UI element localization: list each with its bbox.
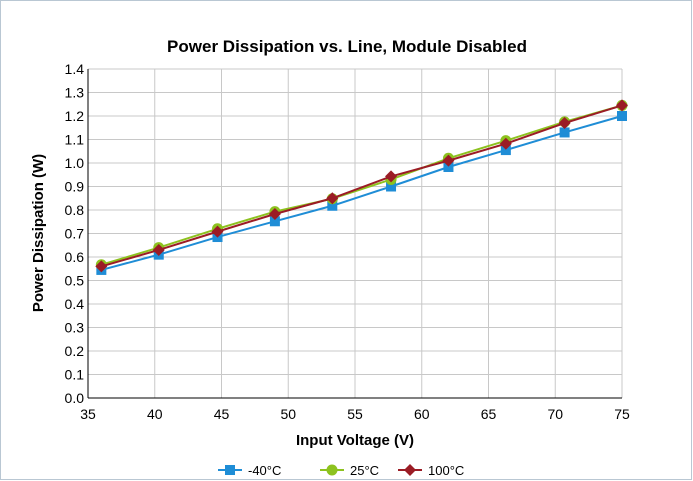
y-tick-label: 0.8 <box>65 202 85 218</box>
data-point <box>443 161 454 172</box>
grid-lines <box>87 68 623 399</box>
legend-item-1: -40°C <box>218 463 281 478</box>
data-point <box>95 260 108 273</box>
data-point <box>617 111 627 121</box>
y-tick-label: 0.0 <box>65 390 85 406</box>
axes <box>87 69 622 399</box>
legend-item-3: 100°C <box>398 463 464 478</box>
x-tick-label: 45 <box>214 406 230 422</box>
y-tick-label: 0.3 <box>65 320 85 336</box>
series-line <box>101 104 623 268</box>
y-tick-label: 0.7 <box>65 226 85 242</box>
data-point <box>268 207 281 220</box>
y-tick-label: 0.6 <box>65 249 85 265</box>
x-tick-label: 75 <box>614 406 630 422</box>
series-3 <box>95 99 628 273</box>
y-tick-label: 1.0 <box>65 155 85 171</box>
series-line <box>101 115 623 271</box>
tick-labels: 35 40 45 50 55 60 65 70 75 0.0 0.1 0.2 0.3 0.4 0.5 0.6 0… <box>65 61 630 422</box>
x-axis-label: Input Voltage (V) <box>296 432 414 449</box>
y-tick-label: 1.1 <box>65 132 85 148</box>
y-axis-label: Power Dissipation (W) <box>30 154 47 312</box>
y-tick-label: 1.4 <box>65 61 85 77</box>
x-tick-label: 70 <box>547 406 563 422</box>
y-tick-label: 0.4 <box>65 296 85 312</box>
data-point <box>152 243 165 256</box>
x-tick-label: 65 <box>481 406 497 422</box>
x-tick-label: 50 <box>280 406 296 422</box>
legend-label: -40°C <box>248 463 281 478</box>
data-point <box>385 170 398 183</box>
series-line <box>101 104 623 266</box>
legend-marker <box>404 464 416 476</box>
series-1 <box>96 111 627 275</box>
data-point <box>211 225 224 238</box>
data-point <box>558 117 571 130</box>
data-point <box>386 181 397 192</box>
x-tick-label: 40 <box>147 406 163 422</box>
data-point <box>499 137 512 150</box>
legend-marker <box>326 464 338 476</box>
data-point <box>269 216 280 227</box>
legend-marker <box>225 465 235 475</box>
data-point <box>500 145 511 156</box>
x-tick-label: 55 <box>347 406 363 422</box>
y-tick-label: 1.3 <box>65 85 85 101</box>
y-tick-label: 0.1 <box>65 367 85 383</box>
y-tick-label: 0.2 <box>65 343 85 359</box>
data-point <box>326 192 339 205</box>
chart-title: Power Dissipation vs. Line, Module Disab… <box>167 37 527 56</box>
data-point <box>442 154 455 167</box>
x-tick-label: 60 <box>414 406 430 422</box>
data-point <box>559 127 570 138</box>
legend-label: 25°C <box>350 463 379 478</box>
legend: -40°C 25°C 100°C <box>218 463 464 478</box>
legend-item-2: 25°C <box>320 463 379 478</box>
data-point <box>616 99 628 112</box>
x-tick-label: 35 <box>80 406 96 422</box>
data-point <box>327 200 338 211</box>
y-tick-label: 0.5 <box>65 273 85 289</box>
data-series <box>95 99 628 275</box>
y-tick-label: 0.9 <box>65 179 85 195</box>
legend-label: 100°C <box>428 463 464 478</box>
y-tick-label: 1.2 <box>65 108 85 124</box>
